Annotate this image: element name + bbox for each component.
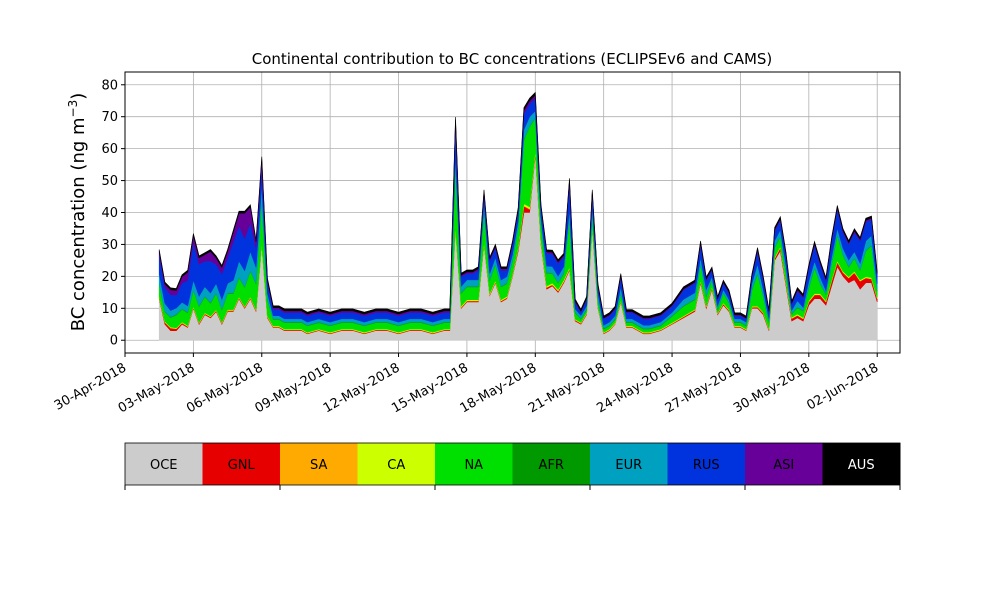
area-series-aus: [158, 91, 878, 319]
x-tick-label: 03-May-2018: [116, 360, 198, 416]
y-tick-label: 50: [101, 174, 118, 189]
x-tick-label: 18-May-2018: [458, 360, 540, 416]
x-tick-label: 15-May-2018: [389, 360, 471, 416]
x-tick-label: 24-May-2018: [594, 360, 676, 416]
y-axis-label-exponent: −3: [66, 100, 80, 118]
x-axis: 30-Apr-201803-May-201806-May-201809-May-…: [52, 353, 881, 416]
y-tick-label: 30: [101, 238, 118, 253]
legend-swatch-eur: [590, 443, 668, 485]
y-tick-label: 10: [101, 302, 118, 317]
legend-label-asi: ASI: [773, 458, 794, 473]
chart-title: Continental contribution to BC concentra…: [252, 50, 773, 68]
legend-label-gnl: GNL: [228, 458, 256, 473]
legend-swatch-gnl: [202, 443, 281, 485]
legend-label-na: NA: [464, 458, 483, 473]
legend-label-oce: OCE: [150, 458, 178, 473]
region-colorbar-legend: OCE GNL SA CA NA AFR EUR RUS ASI AUS: [124, 442, 901, 490]
x-tick-label: 02-Jun-2018: [804, 360, 881, 413]
legend-swatch-ca: [357, 443, 436, 485]
y-tick-label: 70: [101, 110, 118, 125]
y-tick-label: 60: [101, 142, 118, 157]
legend-swatch-aus: [822, 443, 901, 485]
legend-label-sa: SA: [310, 458, 327, 473]
legend-swatch-na: [435, 443, 513, 485]
y-axis-label-text: BC concentration (ng m: [68, 117, 89, 331]
y-tick-label: 20: [101, 270, 118, 285]
y-tick-label: 40: [101, 206, 118, 221]
y-tick-label: 80: [101, 78, 118, 93]
legend-swatch-afr: [512, 443, 591, 485]
x-tick-label: 21-May-2018: [526, 360, 608, 416]
legend-label-afr: AFR: [539, 458, 564, 473]
legend-swatch-sa: [280, 443, 358, 485]
legend-swatch-oce: [125, 443, 203, 485]
y-axis-label-close: ): [68, 93, 89, 100]
colorbar-frame: [124, 442, 901, 486]
y-axis-label: BC concentration (ng m−3): [66, 93, 89, 332]
legend-label-aus: AUS: [848, 458, 875, 473]
x-tick-label: 30-May-2018: [731, 360, 813, 416]
gridlines: [124, 72, 900, 353]
legend-label-rus: RUS: [693, 458, 720, 473]
legend-label-eur: EUR: [615, 458, 642, 473]
legend-swatch-asi: [745, 443, 823, 485]
x-tick-label: 06-May-2018: [184, 360, 266, 416]
x-tick-label: 09-May-2018: [252, 360, 334, 416]
legend-swatch-rus: [667, 443, 746, 485]
legend-label-ca: CA: [387, 458, 405, 473]
y-axis: 0 10 20 30 40 50 60 70 80: [101, 78, 125, 349]
x-tick-label: 27-May-2018: [663, 360, 745, 416]
y-tick-label: 0: [110, 334, 118, 349]
x-tick-label: 12-May-2018: [321, 360, 403, 416]
stacked-areas: [158, 91, 878, 341]
